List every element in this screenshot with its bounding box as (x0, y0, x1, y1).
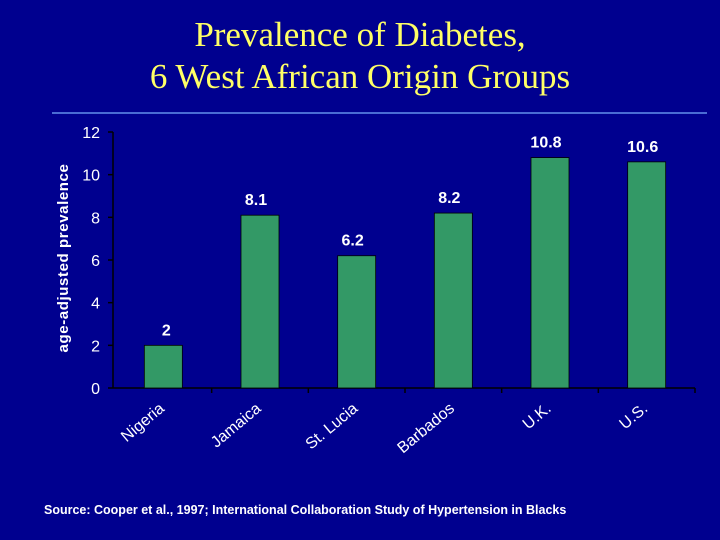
bar (433, 212, 473, 389)
bar (337, 255, 377, 389)
category-label: U.K. (520, 400, 555, 433)
title-divider (52, 112, 707, 114)
chart-title: Prevalence of Diabetes, 6 West African O… (0, 14, 720, 98)
bar (530, 157, 570, 389)
y-tick-label: 6 (91, 253, 100, 270)
category-label: Jamaica (208, 400, 265, 451)
y-tick-label: 8 (91, 210, 100, 227)
category-label: St. Lucia (303, 400, 362, 453)
category-label: U.S. (616, 400, 651, 433)
category-label: Nigeria (118, 400, 168, 446)
chart-title-line-1: Prevalence of Diabetes, (194, 15, 526, 54)
y-tick-label: 12 (82, 125, 100, 142)
bar (627, 161, 667, 389)
y-tick-label: 2 (91, 338, 100, 355)
y-tick-label: 0 (91, 381, 100, 398)
data-label: 8.2 (438, 190, 460, 207)
y-tick-label: 10 (82, 168, 100, 185)
category-label: Barbados (395, 400, 458, 457)
data-label: 10.8 (530, 135, 561, 152)
bar (240, 214, 280, 389)
chart-title-line-2: 6 West African Origin Groups (149, 57, 571, 96)
data-label: 6.2 (342, 233, 364, 250)
data-label: 2 (162, 322, 171, 339)
y-tick-label: 4 (91, 296, 100, 313)
data-label: 8.1 (245, 192, 267, 209)
data-label: 10.6 (627, 139, 658, 156)
source-note: Source: Cooper et al., 1997; Internation… (44, 503, 567, 517)
bar (143, 344, 183, 389)
plot-area: 0 2 4 6 8 10 12 age-adjusted prevalence 2 Nigeria… (55, 125, 696, 457)
y-axis-title: age-adjusted prevalence (55, 164, 72, 353)
